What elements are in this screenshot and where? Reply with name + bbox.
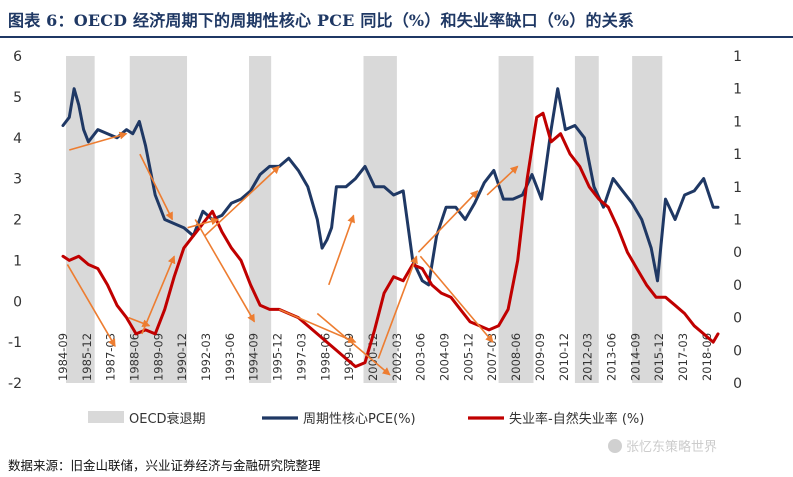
x-tick-label: 1992-03	[199, 333, 213, 381]
left-axis: -2 -1 0 1 2 3 4 5 6	[8, 49, 22, 392]
legend-label: 失业率-自然失业率 (%)	[509, 411, 644, 427]
left-tick-label: 0	[13, 294, 22, 310]
x-tick-label: 2012-03	[581, 333, 595, 381]
right-tick-label: 0	[733, 245, 742, 261]
recession-band-4	[498, 56, 534, 383]
x-tick-label: 2015-12	[652, 333, 666, 381]
x-tick-label: 2009-09	[533, 333, 547, 381]
right-tick-label: 1	[733, 114, 742, 130]
left-tick-label: 2	[13, 213, 22, 229]
right-tick-label: 1	[733, 147, 742, 163]
right-tick-label: 0	[733, 278, 742, 294]
x-tick-label: 2018-06	[700, 333, 714, 381]
title-underline	[0, 36, 793, 38]
x-tick-label: 2008-06	[509, 333, 523, 381]
trend-arrow-7	[66, 264, 116, 348]
watermark: 张忆东策略世界	[608, 436, 717, 455]
left-tick-label: 1	[13, 253, 22, 269]
watermark-text: 张忆东策略世界	[626, 440, 718, 455]
unemployment-gap-series-line	[61, 111, 720, 369]
x-tick-label: 2013-06	[604, 333, 618, 381]
left-tick-label: 5	[13, 90, 22, 106]
right-tick-label: 1	[733, 49, 742, 65]
source-note: 数据来源：旧金山联储，兴业证券经济与金融研究院整理	[8, 458, 321, 473]
legend: OECD衰退期 周期性核心PCE(%) 失业率-自然失业率 (%)	[88, 411, 644, 427]
x-tick-label: 2005-12	[461, 333, 475, 381]
x-tick-label: 1989-09	[151, 333, 165, 381]
x-tick-label: 2007-03	[485, 333, 499, 381]
combo-line-chart: -2 -1 0 1 2 3 4 5 6 0 0 0 0 0 1 1 1 1 1 1 1984-09 1985-12 19…	[8, 49, 742, 427]
left-tick-label: 3	[13, 172, 22, 188]
left-tick-label: -2	[8, 376, 22, 392]
x-tick-label: 1994-09	[247, 333, 261, 381]
left-tick-label: 6	[13, 49, 22, 65]
legend-swatch-recession	[88, 411, 124, 423]
legend-label: OECD衰退期	[129, 411, 206, 427]
trend-arrow-10	[194, 219, 256, 323]
x-tick-label: 1990-12	[175, 333, 189, 381]
recession-band-5	[574, 56, 599, 383]
trend-arrows	[66, 131, 519, 376]
wechat-icon	[608, 439, 622, 453]
x-tick-label: 2010-12	[557, 333, 571, 381]
recession-band-3	[363, 56, 397, 383]
trend-arrow-6	[486, 165, 519, 196]
x-tick-label: 1999-09	[342, 333, 356, 381]
x-tick-label: 2014-09	[628, 333, 642, 381]
x-tick-label: 1985-12	[80, 333, 94, 381]
trend-arrow-5	[417, 190, 479, 253]
left-tick-label: 4	[13, 131, 22, 147]
trend-arrow-9	[141, 255, 176, 335]
trend-arrow-11	[278, 308, 357, 344]
x-tick-label: 1984-09	[56, 333, 70, 381]
x-tick-label: 2004-09	[438, 333, 452, 381]
recession-band-6	[632, 56, 663, 383]
legend-label: 周期性核心PCE(%)	[303, 412, 416, 427]
trend-arrow-2	[187, 217, 220, 229]
chart-title: 图表 6：OECD 经济周期下的周期性核心 PCE 同比（%）和失业率缺口（%）…	[8, 11, 635, 30]
right-axis: 0 0 0 0 0 1 1 1 1 1 1	[733, 49, 742, 392]
x-tick-label: 2003-06	[414, 333, 428, 381]
trend-arrow-3	[204, 165, 280, 237]
right-tick-label: 1	[733, 82, 742, 98]
trend-arrow-13	[377, 255, 418, 359]
x-tick-label: 1995-12	[271, 333, 285, 381]
recession-band-2	[249, 56, 272, 383]
right-tick-label: 0	[733, 343, 742, 359]
x-tick-label: 1988-06	[127, 333, 141, 381]
x-tick-label: 2002-03	[390, 333, 404, 381]
trend-arrow-14	[419, 255, 494, 343]
right-tick-label: 0	[733, 376, 742, 392]
trend-arrow-12	[316, 312, 391, 376]
trend-arrow-4	[328, 214, 355, 286]
recession-bands	[66, 56, 663, 383]
trend-arrow-1	[139, 153, 174, 221]
left-tick-label: -1	[8, 335, 22, 351]
right-tick-label: 1	[733, 213, 742, 229]
trend-arrow-0	[69, 131, 128, 151]
x-tick-label: 1993-06	[223, 333, 237, 381]
x-tick-label: 2017-03	[676, 333, 690, 381]
right-tick-label: 1	[733, 180, 742, 196]
x-axis: 1984-09 1985-12 1987-03 1988-06 1989-09 1990-…	[56, 333, 714, 381]
x-tick-label: 1997-03	[294, 333, 308, 381]
right-tick-label: 0	[733, 311, 742, 327]
